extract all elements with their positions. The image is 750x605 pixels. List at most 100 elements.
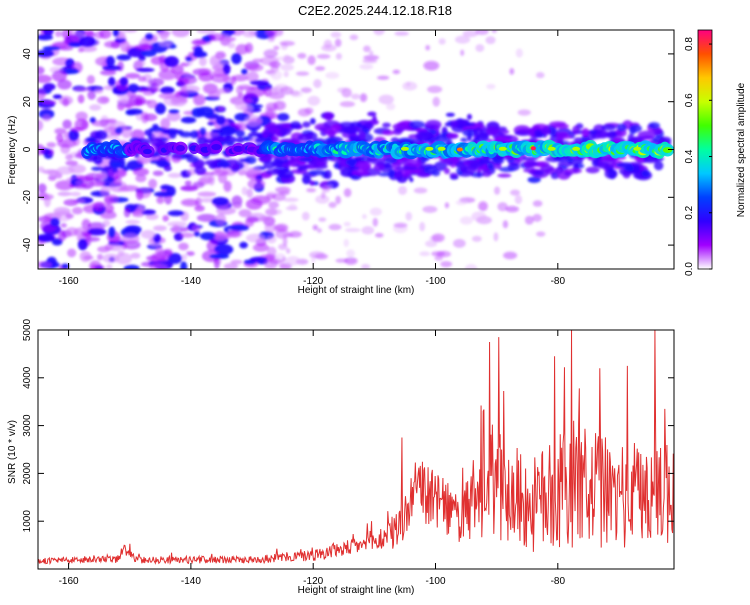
spectrogram-ytick-label: -40 [22, 237, 33, 252]
ridge-bright-spot [425, 146, 434, 151]
noise-blob [110, 161, 122, 168]
noise-blob [74, 180, 86, 186]
ridge-halo-blob [278, 169, 294, 179]
ridge-halo-blob [648, 122, 660, 130]
noise-blob [38, 193, 54, 201]
ridge-halo-blob [114, 127, 123, 135]
noise-blob [160, 184, 172, 191]
noise-blob [88, 180, 106, 187]
noise-blob [57, 139, 77, 148]
ridge-halo-blob [163, 165, 172, 172]
noise-blob [283, 197, 299, 202]
noise-blob [47, 169, 60, 177]
noise-blob [65, 68, 80, 75]
noise-blob [344, 228, 361, 233]
spectrogram-ytick-label: 20 [22, 96, 33, 108]
noise-blob [268, 201, 280, 209]
noise-blob [152, 170, 164, 177]
ridge-halo-blob [150, 137, 164, 147]
noise-blob [259, 215, 271, 222]
ridge-halo-blob [547, 126, 557, 137]
noise-blob [105, 55, 115, 67]
noise-blob [162, 215, 169, 222]
noise-blob [285, 256, 301, 266]
ridge-halo-blob [358, 130, 366, 141]
ridge-halo-blob [297, 133, 313, 142]
noise-blob [231, 53, 242, 65]
ridge-halo-blob [297, 165, 308, 171]
noise-blob [466, 113, 472, 120]
noise-blob [244, 42, 254, 54]
snr-xtick-label: -120 [303, 576, 323, 587]
noise-blob [68, 129, 80, 142]
snr-ytick-label: 4000 [22, 366, 33, 389]
noise-blob [302, 175, 311, 185]
noise-blob [509, 68, 515, 75]
noise-blob [241, 166, 262, 175]
noise-blob [57, 191, 72, 197]
colorbar-label: Normalized spectral amplitude [736, 82, 747, 217]
colorbar-tick-label: 0.6 [684, 93, 695, 107]
noise-blob [273, 45, 280, 51]
noise-blob [362, 58, 378, 64]
noise-blob [125, 219, 141, 225]
noise-blob [227, 42, 236, 49]
noise-blob [497, 202, 508, 212]
noise-blob [198, 56, 207, 67]
noise-blob [409, 177, 414, 183]
noise-blob [180, 116, 197, 124]
noise-blob [266, 235, 277, 244]
ridge-halo-blob [601, 124, 617, 131]
ridge-halo-blob [382, 122, 391, 128]
snr-axes: -160 -140 -120 -100 -80 1000 2000 3000 4000 5000 [22, 318, 674, 587]
noise-blob [210, 170, 229, 176]
noise-blob [241, 186, 248, 196]
noise-blob [167, 221, 187, 227]
noise-blob [419, 251, 431, 257]
noise-blob [89, 260, 102, 269]
noise-blob [491, 30, 497, 34]
noise-blob [328, 223, 342, 231]
noise-blob [50, 217, 60, 227]
noise-blob [527, 176, 541, 183]
ridge-halo-blob [254, 137, 262, 144]
noise-blob [286, 248, 291, 254]
ridge-halo-blob [85, 137, 97, 144]
noise-blob [130, 252, 141, 259]
noise-blob [102, 65, 122, 71]
noise-blob [503, 251, 518, 260]
noise-blob [425, 44, 431, 51]
noise-blob [343, 238, 349, 248]
noise-blob [218, 125, 237, 136]
ridge-halo-blob [330, 124, 342, 131]
noise-blob [239, 241, 248, 249]
noise-blob [137, 76, 147, 82]
noise-blob [196, 30, 216, 34]
noise-blob [154, 245, 164, 258]
spectrogram-ylabel: Frequency (Hz) [7, 116, 18, 185]
noise-blob [87, 90, 96, 100]
noise-blob [43, 83, 56, 91]
noise-blob [148, 178, 158, 189]
noise-blob [462, 30, 479, 38]
noise-blob [369, 50, 374, 56]
noise-blob [218, 106, 225, 112]
noise-blob [231, 195, 243, 208]
ridge-halo-blob [425, 119, 442, 130]
noise-blob [102, 253, 120, 263]
noise-blob [196, 106, 215, 117]
noise-blob [229, 224, 250, 232]
ridge-halo-blob [387, 169, 396, 179]
noise-blob [38, 233, 55, 241]
ridge-halo-blob [431, 169, 441, 177]
ridge-halo-blob [493, 162, 502, 170]
ridge-halo-blob [497, 173, 512, 178]
noise-blob [282, 236, 288, 247]
ridge-core [143, 148, 152, 155]
noise-blob [57, 79, 72, 90]
noise-blob [363, 45, 371, 53]
noise-blob [193, 94, 206, 106]
ridge-halo-blob [615, 162, 634, 168]
colorbar-gradient [697, 29, 713, 270]
